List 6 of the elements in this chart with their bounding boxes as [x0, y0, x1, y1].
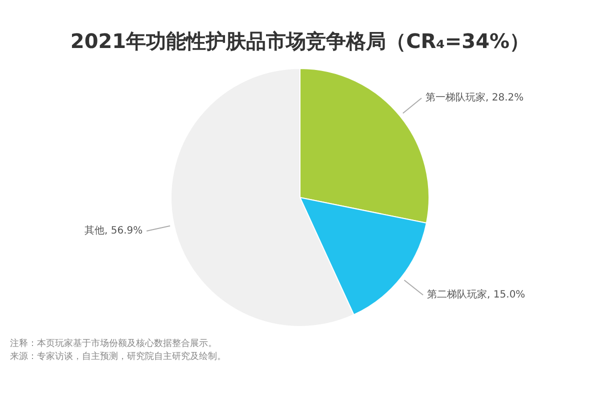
text: 注释：本页玩家基于市场份额及核心数据整合展示。 — [10, 338, 218, 351]
chart-title: 2021年功能性护肤品市场竞争格局（CR₄=34%） — [69, 28, 531, 55]
slice-label: 其他, 56.9% — [84, 224, 143, 237]
source-note: 来源：专家访谈，自主预测，研究院自主研究及绘制。 — [10, 351, 226, 364]
slice-label: 第一梯队玩家, 28.2% — [426, 92, 524, 104]
slice-label: 第二梯队玩家, 15.0% — [427, 288, 526, 301]
